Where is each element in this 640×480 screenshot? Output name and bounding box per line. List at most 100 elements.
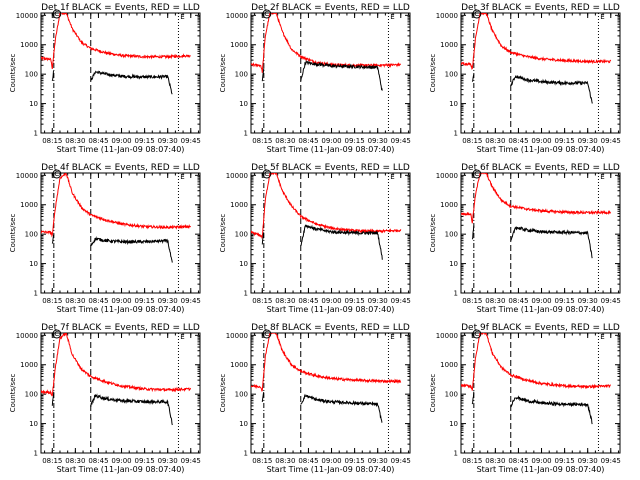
panel-title: Det 6f BLACK = Events, RED = LLD <box>461 163 620 173</box>
x-tick-label: 08:15 <box>252 297 272 305</box>
y-tick-label: 10 <box>449 420 458 428</box>
x-axis-label: Start Time (11-Jan-09 08:07:40) <box>57 145 185 154</box>
x-axis-label: Start Time (11-Jan-09 08:07:40) <box>477 465 605 474</box>
panel-title: Det 4f BLACK = Events, RED = LLD <box>41 163 200 173</box>
events-series-line <box>471 74 593 104</box>
events-series-line <box>51 70 173 95</box>
events-series-line <box>471 391 593 425</box>
x-tick-label: 08:45 <box>508 137 528 145</box>
marker-c-circle <box>472 329 482 339</box>
y-tick-label: 1000 <box>20 41 38 49</box>
marker-e-label: E <box>390 13 394 21</box>
marker-c-label: C <box>54 170 59 178</box>
x-tick-label: 09:15 <box>555 297 575 305</box>
panel-det-5: Det 5f BLACK = Events, RED = LLD 1 10 100 10… <box>219 163 411 314</box>
y-tick-label: 1 <box>454 130 458 138</box>
panel-title: Det 3f BLACK = Events, RED = LLD <box>461 3 620 13</box>
y-tick-label: 1000 <box>20 201 38 209</box>
panel-det-4: Det 4f BLACK = Events, RED = LLD 1 10 100 10… <box>9 163 201 314</box>
x-tick-label: 09:45 <box>181 297 201 305</box>
x-tick-label: 08:45 <box>298 457 318 465</box>
x-tick-label: 09:15 <box>555 457 575 465</box>
lld-series-line <box>41 173 192 238</box>
panel-title: Det 8f BLACK = Events, RED = LLD <box>251 323 410 333</box>
x-tick-label: 08:45 <box>298 297 318 305</box>
lld-series-line <box>461 333 611 391</box>
marker-e-label: E <box>600 333 604 341</box>
marker-c-circle <box>262 169 272 179</box>
x-tick-label: 09:00 <box>111 137 131 145</box>
x-tick-label: 09:00 <box>111 457 131 465</box>
x-axis-label: Start Time (11-Jan-09 08:07:40) <box>267 305 395 314</box>
x-tick-label: 08:30 <box>485 297 505 305</box>
y-tick-label: 10000 <box>436 332 458 340</box>
lld-series-line <box>251 173 402 240</box>
panel-title: Det 7f BLACK = Events, RED = LLD <box>41 323 200 333</box>
x-tick-label: 08:45 <box>508 297 528 305</box>
marker-c-circle <box>52 169 62 179</box>
panel-title: Det 5f BLACK = Events, RED = LLD <box>251 163 410 173</box>
x-tick-label: 09:45 <box>391 297 411 305</box>
panel-det-6: Det 6f BLACK = Events, RED = LLD 1 10 100 10… <box>429 163 621 314</box>
x-axis-label: Start Time (11-Jan-09 08:07:40) <box>57 465 185 474</box>
x-tick-label: 08:45 <box>298 137 318 145</box>
x-tick-label: 08:15 <box>252 137 272 145</box>
x-tick-label: 09:15 <box>555 137 575 145</box>
y-tick-label: 100 <box>445 71 458 79</box>
marker-c-label: C <box>264 10 269 18</box>
plot-frame <box>40 12 201 134</box>
x-tick-label: 08:45 <box>508 457 528 465</box>
x-tick-label: 09:00 <box>531 457 551 465</box>
marker-e-label: E <box>390 333 394 341</box>
marker-c-label: C <box>264 170 269 178</box>
y-tick-label: 10000 <box>16 332 38 340</box>
y-tick-label: 100 <box>25 391 38 399</box>
marker-c-circle <box>262 329 272 339</box>
x-tick-label: 08:15 <box>42 137 62 145</box>
events-series-line <box>471 225 593 259</box>
y-tick-label: 10 <box>29 420 38 428</box>
x-tick-label: 09:00 <box>531 137 551 145</box>
y-tick-label: 100 <box>235 391 248 399</box>
y-tick-label: 1000 <box>440 201 458 209</box>
y-axis-label: Counts/sec <box>429 54 437 93</box>
y-axis-label: Counts/sec <box>219 54 227 93</box>
events-series-line <box>51 234 173 263</box>
events-series-line <box>261 224 383 260</box>
y-tick-label: 1000 <box>440 361 458 369</box>
x-tick-label: 09:00 <box>111 297 131 305</box>
panel-det-9: Det 9f BLACK = Events, RED = LLD 1 10 100 10… <box>429 323 621 474</box>
marker-e-label: E <box>180 333 184 341</box>
x-tick-label: 09:45 <box>391 457 411 465</box>
y-tick-label: 100 <box>445 231 458 239</box>
y-tick-label: 1 <box>454 450 458 458</box>
x-axis-label: Start Time (11-Jan-09 08:07:40) <box>477 145 605 154</box>
x-tick-label: 08:30 <box>275 457 295 465</box>
x-tick-label: 09:45 <box>601 297 621 305</box>
marker-c-label: C <box>474 330 479 338</box>
x-tick-label: 08:15 <box>462 457 482 465</box>
panel-title: Det 1f BLACK = Events, RED = LLD <box>41 3 200 13</box>
x-tick-label: 09:45 <box>181 457 201 465</box>
plot-frame <box>250 172 411 294</box>
x-tick-label: 08:30 <box>65 297 85 305</box>
x-tick-label: 09:00 <box>321 297 341 305</box>
y-tick-label: 10 <box>449 260 458 268</box>
y-tick-label: 10000 <box>16 12 38 20</box>
lld-series-line <box>41 333 191 397</box>
y-tick-label: 1 <box>34 450 38 458</box>
marker-e-label: E <box>180 173 184 181</box>
x-tick-label: 09:45 <box>601 137 621 145</box>
marker-e-label: E <box>390 173 394 181</box>
marker-c-label: C <box>54 10 59 18</box>
panel-det-3: Det 3f BLACK = Events, RED = LLD 1 10 100 10… <box>429 3 621 154</box>
x-tick-label: 08:15 <box>42 457 62 465</box>
x-tick-label: 08:30 <box>275 137 295 145</box>
x-tick-label: 08:45 <box>88 137 108 145</box>
x-tick-label: 09:30 <box>578 457 598 465</box>
y-tick-label: 100 <box>25 231 38 239</box>
marker-e-label: E <box>600 13 604 21</box>
panel-det-8: Det 8f BLACK = Events, RED = LLD 1 10 100 10… <box>219 323 411 474</box>
y-tick-label: 1000 <box>440 41 458 49</box>
y-axis-label: Counts/sec <box>429 374 437 413</box>
